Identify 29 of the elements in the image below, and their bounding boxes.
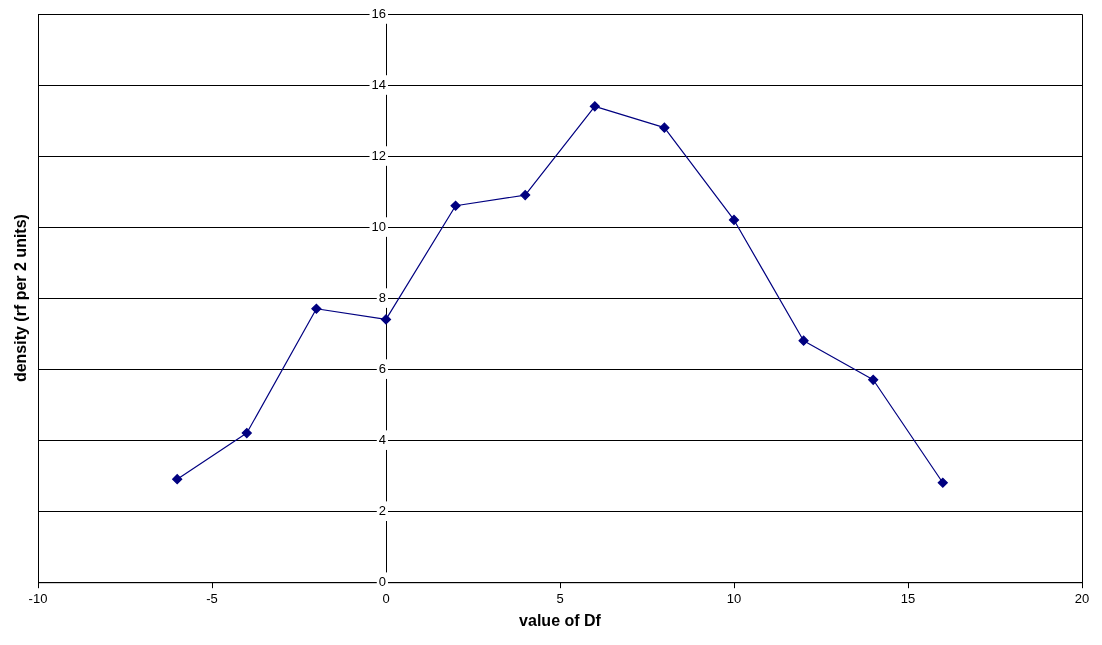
point	[241, 427, 252, 439]
x-tick-label: 20	[1074, 590, 1090, 606]
x-tick-label: 15	[900, 590, 916, 606]
y-tick-label: 2	[378, 502, 386, 518]
y-tick-label: 16	[371, 5, 386, 21]
y-tick-label: 12	[371, 147, 386, 163]
point	[450, 200, 461, 211]
y-tick-label: 6	[378, 360, 386, 376]
point	[937, 477, 948, 488]
point	[798, 335, 809, 346]
x-tick-label: 10	[726, 590, 742, 606]
y-tick-label: 4	[378, 431, 386, 447]
y-tick-label: 10	[371, 218, 386, 234]
x-axis-title: value of Df	[519, 611, 602, 629]
point	[589, 101, 600, 112]
x-tick-label: 5	[556, 590, 564, 606]
y-axis-title: density (rf per 2 units)	[12, 214, 30, 383]
y-tick-label: 0	[378, 573, 386, 589]
y-tick-label: 8	[378, 289, 386, 305]
point	[659, 122, 670, 133]
point	[728, 214, 740, 226]
point	[868, 374, 879, 385]
point	[311, 303, 322, 314]
x-tick-label: -5	[206, 590, 218, 606]
x-tick-label: -10	[28, 590, 48, 606]
point	[380, 314, 392, 325]
point	[520, 190, 531, 201]
y-tick-label: 14	[371, 76, 386, 92]
point	[172, 474, 183, 485]
